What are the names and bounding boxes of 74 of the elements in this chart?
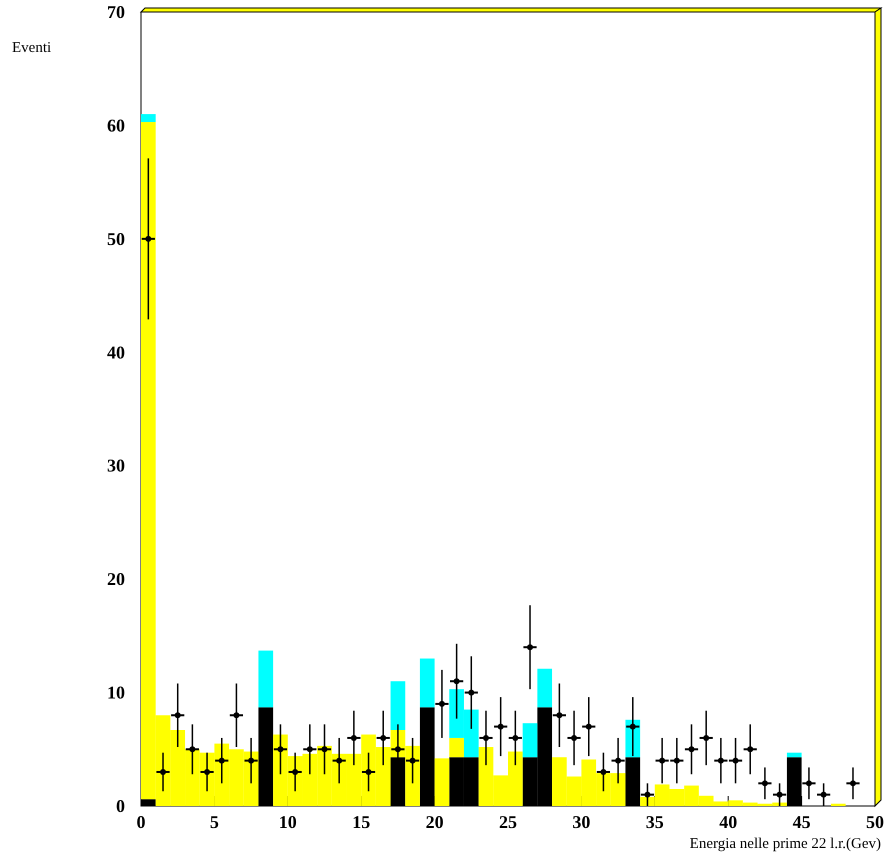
point — [571, 734, 578, 741]
y-axis-title: Eventi — [12, 40, 52, 56]
point — [482, 734, 489, 741]
point — [644, 792, 650, 798]
point — [688, 746, 694, 752]
point — [806, 780, 812, 786]
x-tick-label: 45 — [792, 812, 811, 832]
point — [306, 746, 313, 752]
bar — [390, 681, 406, 730]
point — [204, 768, 210, 775]
x-tick-label: 0 — [136, 812, 146, 832]
point — [718, 758, 724, 764]
x-tick-label: 40 — [719, 812, 738, 832]
point — [454, 678, 460, 684]
point — [322, 746, 328, 752]
point — [512, 734, 518, 741]
point — [527, 644, 534, 650]
point — [747, 746, 754, 752]
point — [174, 712, 181, 718]
point — [659, 758, 666, 764]
point — [292, 768, 298, 775]
point — [762, 780, 768, 786]
point — [776, 792, 783, 798]
y-tick-label: 30 — [107, 456, 125, 476]
x-tick-label: 35 — [646, 812, 664, 832]
point — [248, 758, 254, 764]
point — [820, 792, 827, 798]
x-tick-label: 30 — [572, 812, 590, 832]
point — [160, 768, 166, 775]
point — [336, 758, 342, 764]
y-tick-label: 0 — [116, 796, 125, 816]
point — [556, 712, 562, 718]
y-tick-label: 40 — [107, 342, 125, 362]
y-tick-label: 20 — [107, 569, 125, 590]
point — [366, 768, 372, 775]
x-tick-label: 25 — [499, 812, 517, 832]
x-axis-title: Energia nelle prime 22 l.r.(Gev) — [690, 836, 881, 852]
point — [277, 746, 284, 752]
point — [438, 700, 445, 707]
bar — [434, 758, 450, 806]
bar — [449, 738, 464, 758]
bar — [786, 752, 802, 758]
x-tick-label: 15 — [352, 812, 370, 832]
point — [703, 734, 710, 741]
bar — [420, 658, 435, 708]
point — [233, 712, 240, 718]
point — [145, 236, 152, 242]
y-tick-label: 50 — [107, 228, 125, 249]
point — [189, 746, 196, 752]
y-tick-label: 60 — [107, 115, 125, 136]
bar — [258, 650, 274, 708]
point — [850, 780, 856, 786]
point — [630, 724, 636, 730]
point — [498, 724, 504, 730]
point — [586, 724, 592, 730]
point — [674, 758, 680, 764]
point — [394, 746, 401, 752]
y-tick-label: 10 — [107, 682, 125, 703]
point — [468, 690, 474, 696]
x-tick-label: 20 — [426, 812, 444, 832]
point — [410, 758, 416, 764]
y-tick-label: 70 — [107, 2, 125, 22]
point — [600, 768, 606, 775]
point — [350, 734, 357, 741]
point — [732, 758, 739, 764]
point — [218, 758, 225, 764]
bar — [522, 723, 538, 758]
point — [615, 758, 622, 764]
x-tick-label: 10 — [278, 812, 297, 832]
point — [380, 734, 386, 741]
bar — [537, 668, 552, 708]
x-tick-label: 50 — [866, 812, 884, 832]
bar — [141, 114, 156, 122]
x-tick-label: 5 — [210, 812, 219, 832]
